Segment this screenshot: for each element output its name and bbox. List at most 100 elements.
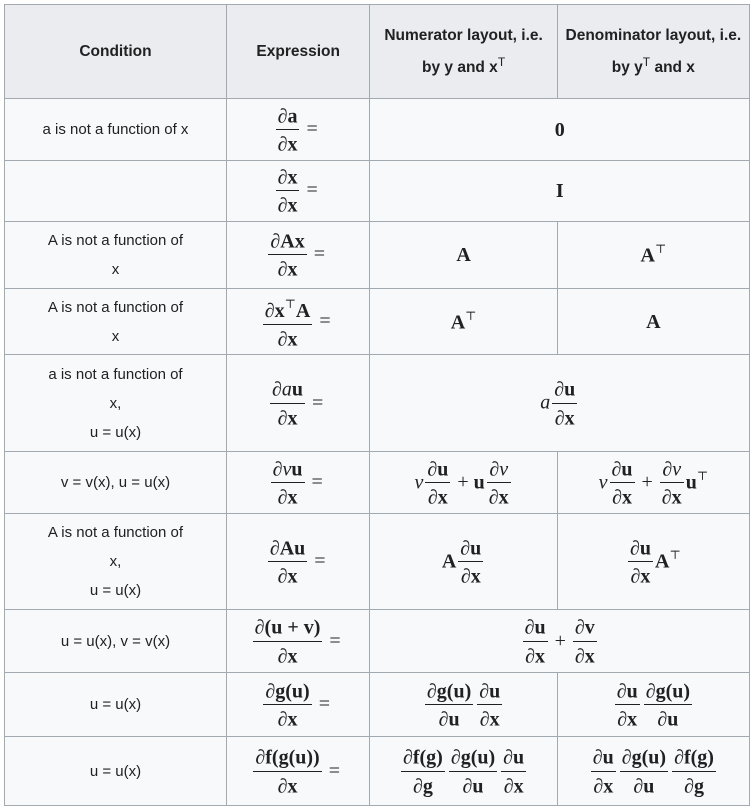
fraction-denominator: ∂x: [591, 772, 616, 799]
fraction-numerator: ∂x: [275, 163, 300, 192]
expression-cell: ∂(u + v) ∂x =: [225, 609, 371, 674]
table-row: u = u(x) ∂g(u) ∂x = ∂g(u) ∂u ∂u ∂x ∂u ∂x ∂g(u) ∂u: [4, 672, 751, 738]
fraction-denominator: ∂x: [268, 255, 306, 282]
fraction-denominator: ∂u: [449, 772, 497, 799]
math-symbol: ∂u: [616, 680, 638, 703]
math-symbol: ∂x: [630, 565, 651, 588]
fraction: ∂u ∂x: [614, 677, 640, 733]
math-symbol: A: [646, 310, 661, 333]
expression-cell: ∂f(g(u)) ∂x =: [225, 736, 371, 807]
condition-cell: v = v(x), u = u(x): [4, 451, 227, 515]
header-denominator-text: Denominator layout, i.e. by y: [565, 26, 742, 77]
fraction-denominator: ∂x: [628, 562, 653, 589]
header-expression: Expression: [225, 4, 371, 99]
fraction-numerator: ∂u: [425, 455, 451, 484]
fraction-denominator: ∂u: [425, 705, 473, 732]
math-scalar: v: [414, 471, 424, 494]
fraction: ∂f(g) ∂g: [400, 743, 445, 799]
math-symbol: A: [441, 550, 457, 573]
math-symbol: ∂x: [479, 708, 500, 731]
fraction-numerator: ∂x⊤A: [262, 291, 313, 325]
math-symbol: ∂: [272, 378, 282, 401]
condition-line: x,: [109, 553, 122, 571]
math-symbol: ∂v: [574, 616, 595, 639]
fraction-numerator: ∂v: [572, 613, 597, 642]
fraction-denominator: ∂x: [501, 772, 526, 799]
fraction: ∂x⊤A ∂x: [262, 291, 313, 352]
math-symbol: A: [456, 243, 471, 266]
expression-cell: ∂vu ∂x =: [225, 451, 371, 515]
math-scalar: v: [598, 471, 608, 494]
math-symbol: ∂g: [412, 775, 433, 798]
math-operator: +: [641, 471, 653, 494]
expression-cell: ∂a ∂x =: [225, 98, 371, 161]
math-symbol: ∂x: [264, 299, 285, 322]
math-symbol: ∂u: [427, 458, 449, 481]
header-denominator-layout: Denominator layout, i.e. by yT and x: [556, 4, 751, 99]
fraction: ∂g(u) ∂u: [643, 677, 693, 733]
math-symbol: ∂: [489, 458, 500, 481]
math-symbol: ∂g(u): [450, 746, 496, 769]
expression-cell: ∂x⊤A ∂x =: [225, 287, 371, 356]
fraction-numerator: ∂Au: [267, 534, 308, 563]
numerator-layout-cell: A: [369, 220, 558, 289]
table-row: A is not a function of x ∂Ax ∂x = A A⊤: [4, 220, 751, 289]
fraction-numerator: ∂f(g(u)): [253, 743, 322, 772]
math-symbol: ∂x: [554, 407, 575, 430]
fraction-numerator: ∂u: [522, 613, 548, 642]
math-symbol: ∂g(u): [426, 680, 472, 703]
math-symbol: ∂f(g): [674, 746, 714, 769]
math-symbol: ∂u: [524, 616, 546, 639]
numerator-layout-cell: A ∂u ∂x: [369, 513, 558, 611]
fraction-denominator: ∂x: [276, 191, 300, 218]
math-operator: =: [313, 243, 325, 266]
math-symbol: ∂x: [277, 708, 298, 731]
math-operator: =: [306, 179, 318, 202]
math-symbol: A: [295, 299, 311, 322]
fraction-denominator: ∂x: [263, 325, 313, 352]
math-symbol: ∂x: [277, 486, 298, 509]
math-symbol: ∂x: [277, 407, 298, 430]
math-symbol: A: [655, 550, 670, 573]
fraction: ∂Ax ∂x: [268, 227, 307, 283]
fraction-denominator: ∂g: [672, 772, 716, 799]
fraction-numerator: ∂g(u): [643, 677, 693, 706]
fraction-numerator: ∂f(g): [672, 743, 716, 772]
math-scalar: v: [499, 458, 509, 481]
fraction-numerator: ∂a: [275, 102, 300, 130]
fraction-numerator: ∂u: [458, 534, 484, 563]
header-row: Condition Expression Numerator layout, i…: [4, 4, 751, 99]
condition-line: u = u(x): [89, 762, 142, 780]
fraction-denominator: ∂x: [552, 404, 577, 431]
fraction: ∂g(u) ∂u: [619, 743, 669, 799]
transpose-sup: T: [642, 54, 651, 69]
matrix-derivative-identities-table: Condition Expression Numerator layout, i…: [4, 4, 751, 807]
fraction-numerator: ∂u: [627, 534, 653, 563]
fraction-numerator: ∂u: [501, 743, 527, 772]
math-symbol: I: [555, 179, 564, 202]
numerator-layout-cell: ∂g(u) ∂u ∂u ∂x: [369, 672, 558, 738]
condition-cell: u = u(x): [4, 672, 227, 738]
header-numerator-text: Numerator layout, i.e. by y and x: [384, 26, 543, 77]
transpose-sup: ⊤: [654, 242, 667, 257]
math-symbol: ∂(u + v): [254, 616, 321, 639]
math-symbol: ∂x: [277, 133, 298, 156]
fraction-numerator: ∂v: [486, 455, 511, 484]
fraction: ∂u ∂x: [522, 613, 548, 669]
denominator-layout-cell: ∂u ∂x A⊤: [556, 513, 751, 611]
math-symbol: ∂u: [554, 378, 576, 401]
fraction: ∂u ∂x: [627, 534, 653, 590]
fraction-numerator: ∂g(u): [424, 677, 474, 706]
table-row: v = v(x), u = u(x) ∂vu ∂x = v ∂u ∂x + u ∂v ∂x v ∂u ∂x…: [4, 451, 751, 515]
fraction-numerator: ∂u: [590, 743, 616, 772]
fraction-denominator: ∂x: [268, 562, 307, 589]
math-symbol: ∂x: [617, 708, 638, 731]
condition-line: A is not a function of: [47, 231, 184, 249]
math-scalar: a: [540, 391, 551, 414]
condition-cell: [4, 160, 227, 222]
math-scalar: a: [281, 378, 292, 401]
math-operator: =: [311, 471, 323, 494]
math-symbol: ∂Au: [269, 537, 306, 560]
fraction-numerator: ∂u: [477, 677, 503, 706]
math-symbol: ∂x: [593, 775, 614, 798]
